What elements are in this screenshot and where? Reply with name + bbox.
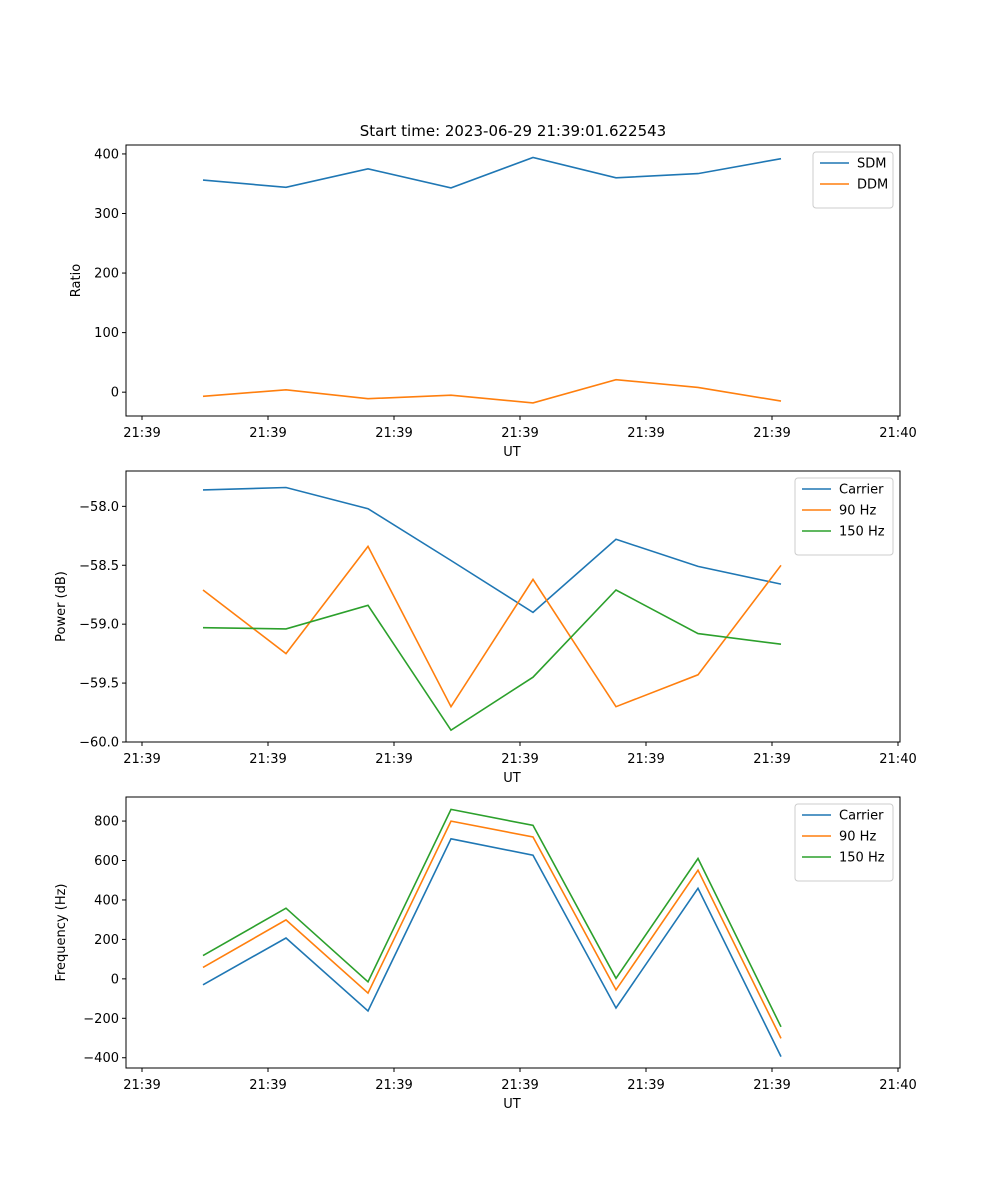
legend-label: 150 Hz (839, 525, 885, 540)
y-tick-label: −59.0 (79, 618, 119, 633)
x-tick-label: 21:39 (375, 426, 412, 441)
x-tick-label: 21:39 (375, 1078, 412, 1093)
legend: Carrier 90 Hz 150 Hz (794, 803, 894, 882)
y-tick-label: 0 (111, 972, 119, 987)
x-tick-label: 21:39 (375, 752, 412, 767)
x-tick-label: 21:39 (753, 1078, 790, 1093)
series-line-90-hz (202, 544, 782, 709)
x-tick-label: 21:39 (753, 752, 790, 767)
series-line-sdm (202, 156, 782, 189)
legend-label: Carrier (839, 809, 884, 824)
y-axis-label: Ratio (69, 264, 84, 297)
x-tick-label: 21:39 (627, 426, 664, 441)
x-tick-label: 21:39 (753, 426, 790, 441)
x-tick-label-end: 21:40 (879, 752, 916, 767)
legend-label: 90 Hz (839, 830, 876, 845)
axes-frame (125, 144, 901, 417)
legend: Carrier 90 Hz 150 Hz (794, 477, 894, 556)
x-axis-label: UT (503, 445, 521, 460)
axes-frame (125, 470, 901, 743)
x-tick-label-end: 21:40 (879, 426, 916, 441)
y-tick-label: 200 (94, 933, 119, 948)
x-axis-label: UT (503, 1097, 521, 1112)
x-tick-label: 21:39 (501, 752, 538, 767)
y-tick-label: −400 (83, 1051, 119, 1066)
series-line-150-hz (202, 589, 782, 732)
legend-frame (794, 477, 894, 556)
series-line-ddm (202, 378, 782, 404)
legend-label: 90 Hz (839, 504, 876, 519)
x-tick-label: 21:39 (501, 426, 538, 441)
panel-3: −400 −200 0 200 400 600 800 21:39 21:39 21:39 21:3… (54, 796, 917, 1112)
x-tick-label: 21:39 (249, 752, 286, 767)
y-axis-label: Power (dB) (54, 571, 69, 642)
y-tick-label: 600 (94, 854, 119, 869)
x-tick-label: 21:39 (249, 426, 286, 441)
y-tick-label: 300 (94, 207, 119, 222)
x-axis-label: UT (503, 771, 521, 786)
legend-label: Carrier (839, 483, 884, 498)
legend-frame (794, 803, 894, 882)
y-tick-label: 200 (94, 267, 119, 282)
y-axis-label: Frequency (Hz) (54, 883, 69, 981)
x-tick-label: 21:39 (501, 1078, 538, 1093)
y-tick-label: −58.5 (79, 559, 119, 574)
x-tick-label: 21:39 (249, 1078, 286, 1093)
y-tick-label: 0 (111, 386, 119, 401)
legend-frame (812, 151, 894, 209)
legend-label: 150 Hz (839, 851, 885, 866)
x-tick-label: 21:39 (123, 426, 160, 441)
axes-frame (125, 796, 901, 1069)
y-tick-label: −200 (83, 1012, 119, 1027)
series-line-carrier (202, 837, 782, 1057)
x-tick-label-end: 21:40 (879, 1078, 916, 1093)
y-tick-label: 400 (94, 893, 119, 908)
legend-label: DDM (857, 178, 888, 193)
x-tick-label: 21:39 (627, 1078, 664, 1093)
figure-title: Start time: 2023-06-29 21:39:01.622543 (360, 122, 666, 140)
series-line-carrier (202, 486, 782, 614)
y-tick-label: −60.0 (79, 736, 119, 751)
legend: SDM DDM (812, 151, 894, 209)
x-tick-label: 21:39 (123, 1078, 160, 1093)
y-tick-label: −59.5 (79, 677, 119, 692)
y-tick-label: 100 (94, 326, 119, 341)
series-line-150-hz (202, 808, 782, 1028)
legend-label: SDM (857, 157, 886, 172)
y-tick-label: −58.0 (79, 500, 119, 515)
y-tick-label: 400 (94, 147, 119, 162)
series-line-90-hz (202, 820, 782, 1039)
y-tick-label: 800 (94, 815, 119, 830)
panel-1: 0 100 200 300 400 21:39 21:39 21:39 21:39 21:39 21… (69, 144, 917, 460)
chart-panels: 0 100 200 300 400 21:39 21:39 21:39 21:39 21:39 21… (54, 144, 917, 1112)
x-tick-label: 21:39 (627, 752, 664, 767)
x-tick-label: 21:39 (123, 752, 160, 767)
panel-2: −60.0 −59.5 −59.0 −58.5 −58.0 21:39 21:39 21:39… (54, 470, 917, 786)
